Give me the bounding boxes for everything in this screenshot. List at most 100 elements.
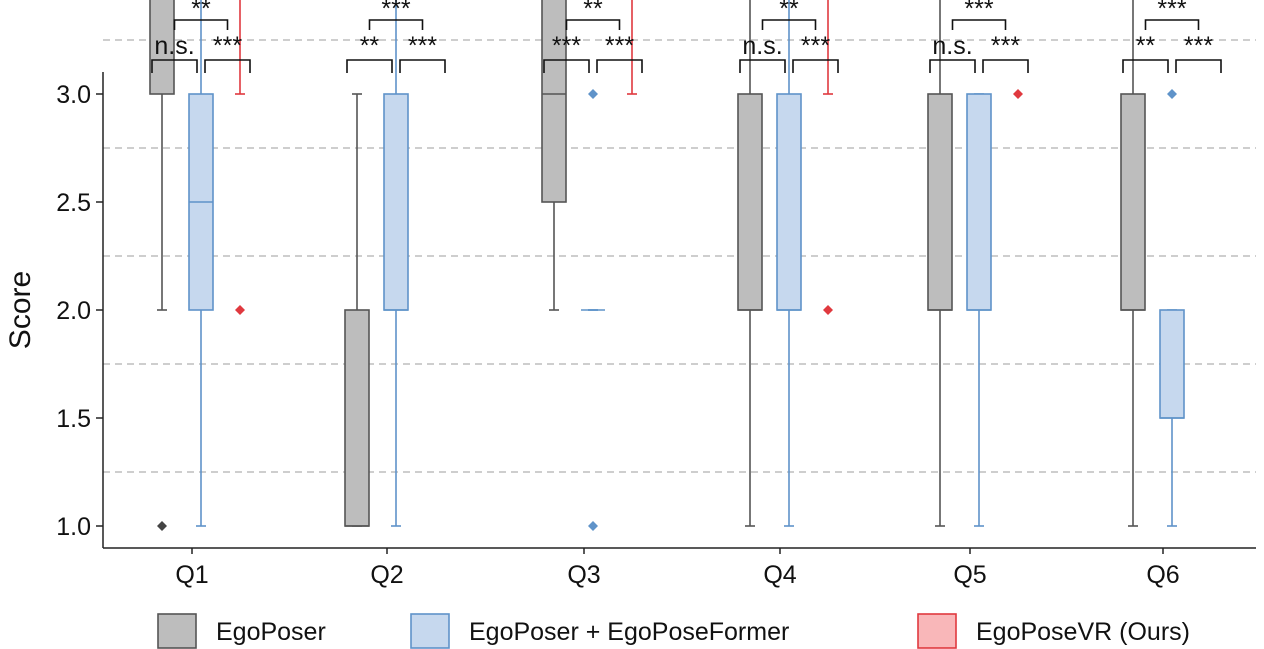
legend-swatch	[410, 613, 450, 649]
box-body	[1120, 93, 1146, 311]
box-series	[149, 0, 1185, 531]
y-tick-label: 2.0	[56, 297, 91, 325]
sig-label-ac: ***	[964, 0, 993, 23]
bracket-bc	[204, 59, 251, 73]
box-body	[737, 93, 763, 311]
legend-item: EgoPoseVR (Ours)	[917, 613, 1190, 649]
sig-label-bc: ***	[1184, 32, 1213, 60]
box-2-0	[235, 0, 245, 315]
significance-Q2: ** ******	[346, 0, 446, 73]
box-body	[776, 93, 802, 311]
box-1-3	[776, 0, 802, 527]
y-tick-label: 2.5	[56, 189, 91, 217]
box-body	[149, 0, 175, 95]
sig-label-ac: ***	[381, 0, 410, 23]
x-tick-label: Q5	[953, 561, 986, 589]
sig-label-ac: **	[191, 0, 211, 23]
sig-label-ab: n.s.	[932, 32, 972, 60]
legend-label: EgoPoser	[216, 618, 326, 646]
box-body	[966, 93, 992, 311]
sig-label-ac: **	[583, 0, 603, 23]
box-body	[927, 93, 953, 311]
sig-label-ac: **	[779, 0, 799, 23]
bracket-ab	[151, 59, 198, 73]
bracket-bc	[792, 59, 839, 73]
box-0-3	[737, 0, 763, 527]
sig-label-ab: ***	[552, 32, 581, 60]
y-tick-label: 1.0	[56, 513, 91, 541]
box-body	[541, 0, 567, 203]
sig-label-ab: **	[360, 32, 380, 60]
bracket-bc	[399, 59, 446, 73]
bracket-ac	[951, 19, 1007, 30]
bracket-bc	[1175, 59, 1222, 73]
bracket-ab	[739, 59, 786, 73]
sig-label-ab: **	[1136, 32, 1156, 60]
box-body	[383, 93, 409, 311]
sig-label-bc: ***	[991, 32, 1020, 60]
bracket-ac	[173, 19, 229, 30]
box-1-5	[1159, 89, 1185, 527]
bracket-ac	[761, 19, 817, 30]
bracket-ab	[1122, 59, 1169, 73]
sig-label-ab: n.s.	[154, 32, 194, 60]
sig-label-bc: ***	[408, 32, 437, 60]
outlier-point	[823, 305, 833, 315]
legend-label: EgoPoseVR (Ours)	[976, 618, 1190, 646]
sig-label-bc: ***	[213, 32, 242, 60]
box-body	[344, 309, 370, 527]
outlier-point	[588, 521, 598, 531]
significance-Q5: n.s. *** ***	[929, 0, 1029, 73]
box-0-0	[149, 0, 175, 531]
legend-swatch	[157, 613, 197, 649]
legend-label: EgoPoser + EgoPoseFormer	[469, 618, 789, 646]
x-tick-label: Q2	[370, 561, 403, 589]
outlier-point	[157, 521, 167, 531]
legend-item: EgoPoser	[157, 613, 326, 649]
significance-Q4: n.s. *****	[739, 0, 839, 73]
y-tick-label: 1.5	[56, 405, 91, 433]
bracket-ab	[346, 59, 393, 73]
box-0-2	[541, 0, 567, 311]
bracket-ac	[1144, 19, 1200, 30]
box-2-2	[627, 0, 637, 95]
legend: EgoPoser EgoPoser + EgoPoseFormer EgoPoseV…	[157, 613, 1190, 649]
outlier-point	[588, 89, 598, 99]
x-tick-label: Q3	[567, 561, 600, 589]
sig-label-ac: ***	[1157, 0, 1186, 23]
legend-item: EgoPoser + EgoPoseFormer	[410, 613, 789, 649]
box-1-2	[581, 89, 605, 531]
bracket-ac	[565, 19, 621, 30]
outlier-point	[235, 305, 245, 315]
bracket-ac	[368, 19, 424, 30]
box-0-4	[927, 0, 953, 527]
significance-brackets: n.s. ******* ********* *****n.s. *****n.s. **…	[151, 0, 1222, 73]
box-body	[1159, 309, 1185, 419]
y-axis-label: Score	[4, 271, 37, 349]
outlier-point	[1167, 89, 1177, 99]
box-1-4	[966, 93, 992, 527]
bracket-ab	[929, 59, 976, 73]
box-2-4	[1013, 89, 1023, 99]
box-1-1	[383, 0, 409, 527]
legend-swatch	[917, 613, 957, 649]
bracket-ab	[543, 59, 590, 73]
box-2-3	[823, 0, 833, 315]
bracket-bc	[596, 59, 643, 73]
bracket-bc	[982, 59, 1029, 73]
x-tick-label: Q1	[175, 561, 208, 589]
box-0-1	[344, 93, 370, 527]
box-1-0	[188, 0, 214, 527]
x-tick-label: Q6	[1146, 561, 1179, 589]
y-tick-label: 3.5	[56, 0, 91, 1]
sig-label-bc: ***	[801, 32, 830, 60]
significance-Q3: *** *****	[543, 0, 643, 73]
sig-label-bc: ***	[605, 32, 634, 60]
significance-Q6: ** ******	[1122, 0, 1222, 73]
grid-lines	[103, 39, 1256, 473]
y-tick-label: 3.0	[56, 81, 91, 109]
box-0-5	[1120, 0, 1146, 527]
outlier-point	[1013, 89, 1023, 99]
